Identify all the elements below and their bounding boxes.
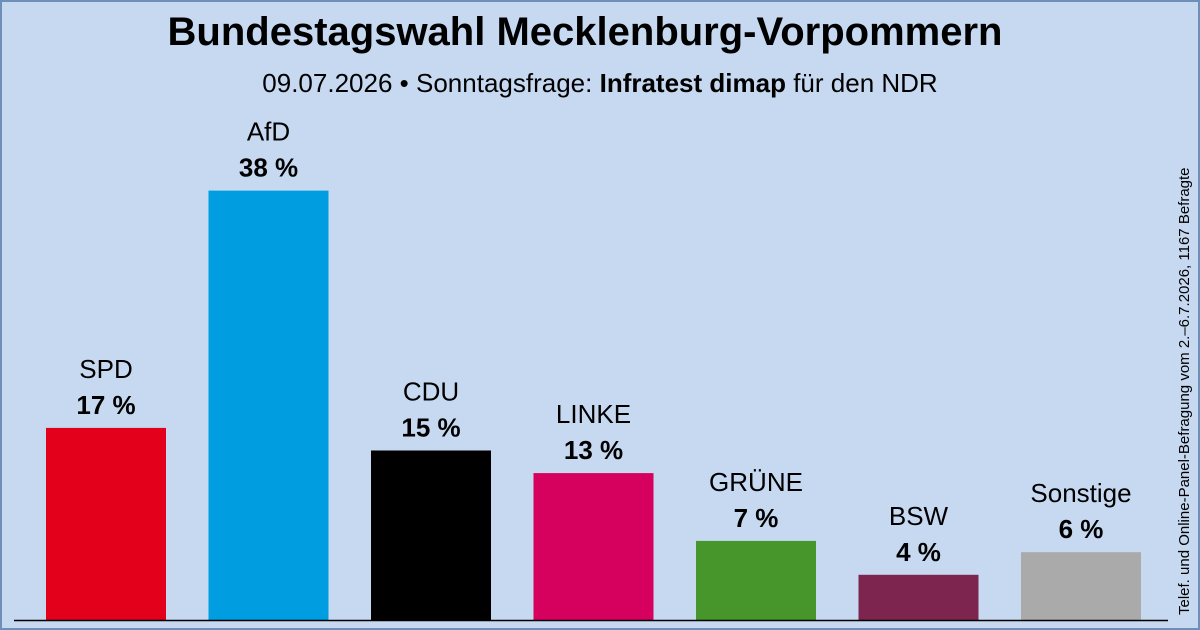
poll-institute: Infratest dimap xyxy=(599,68,786,98)
bar-linke xyxy=(533,473,654,620)
value-label-bsw: 4 % xyxy=(896,537,941,567)
value-label-grüne: 7 % xyxy=(734,503,779,533)
bar-cdu xyxy=(371,450,491,620)
value-label-linke: 13 % xyxy=(564,435,623,465)
bullet-separator: • xyxy=(399,68,409,98)
category-label-cdu: CDU xyxy=(403,377,459,407)
chart-subtitle: 09.07.2026 • Sonntagsfrage: Infratest di… xyxy=(0,68,1200,99)
value-label-spd: 17 % xyxy=(76,390,135,420)
bar-afd xyxy=(208,190,329,620)
poll-type: Sonntagsfrage: xyxy=(416,68,593,98)
category-label-bsw: BSW xyxy=(889,501,949,531)
bar-sonstige xyxy=(1021,552,1141,620)
bar-bsw xyxy=(858,574,979,620)
bar-grüne xyxy=(696,540,816,620)
value-label-cdu: 15 % xyxy=(401,413,460,443)
category-label-linke: LINKE xyxy=(556,399,631,429)
chart-title: Bundestagswahl Mecklenburg-Vorpommern xyxy=(167,10,1003,54)
category-label-spd: SPD xyxy=(79,354,132,384)
poll-date: 09.07.2026 xyxy=(262,68,393,98)
category-label-grüne: GRÜNE xyxy=(709,467,803,497)
category-label-afd: AfD xyxy=(247,117,290,147)
bar-spd xyxy=(46,427,166,620)
poll-client: für den NDR xyxy=(793,68,938,98)
value-label-sonstige: 6 % xyxy=(1059,514,1104,544)
value-label-afd: 38 % xyxy=(239,153,298,183)
category-label-sonstige: Sonstige xyxy=(1030,478,1131,508)
